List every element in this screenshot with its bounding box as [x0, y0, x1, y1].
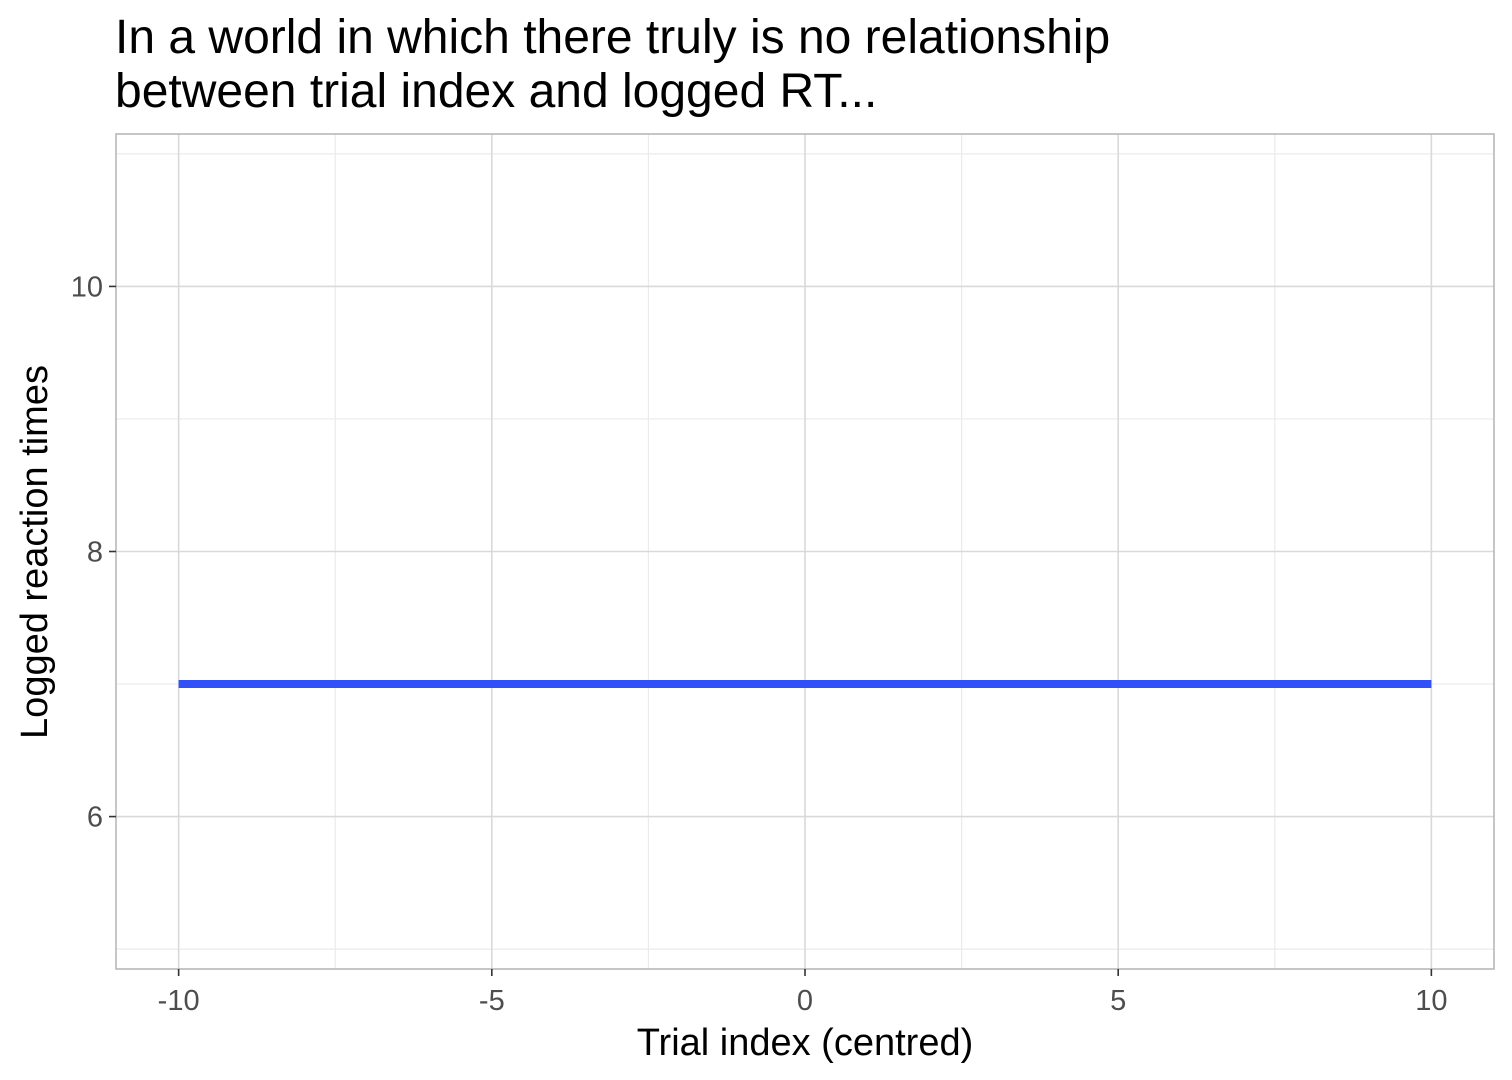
- y-tick-label: 10: [71, 271, 103, 303]
- chart-title-line-1: In a world in which there truly is no re…: [115, 11, 1110, 64]
- x-axis-ticks: -10 -5 0 5 10: [158, 969, 1447, 1017]
- x-tick-label: 5: [1110, 985, 1126, 1017]
- x-tick-label: 0: [797, 985, 813, 1017]
- x-tick-label: -10: [158, 985, 200, 1017]
- x-axis-title: Trial index (centred): [637, 1022, 974, 1064]
- grid-major-lines: [116, 134, 1494, 969]
- x-tick-label: -5: [479, 985, 505, 1017]
- y-tick-label: 6: [87, 802, 103, 834]
- y-axis-ticks: 6 8 10: [71, 271, 116, 834]
- chart-title-line-2: between trial index and logged RT...: [115, 65, 877, 118]
- y-tick-label: 8: [87, 537, 103, 569]
- x-tick-label: 10: [1415, 985, 1447, 1017]
- y-axis-title: Logged reaction times: [14, 365, 56, 739]
